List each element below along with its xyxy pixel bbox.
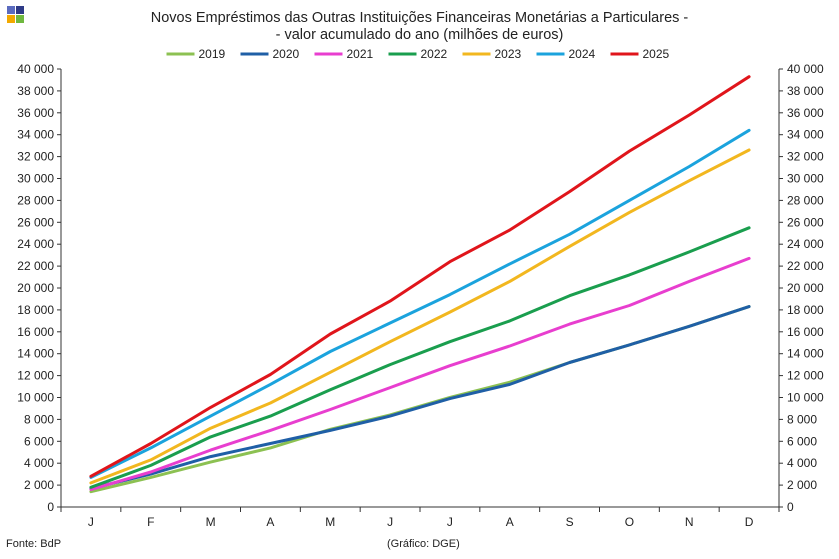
y-tick-label-right: 14 000 — [787, 347, 824, 361]
y-tick-label-right: 6 000 — [787, 434, 817, 448]
logo-icon — [7, 6, 24, 23]
legend-label-2021: 2021 — [347, 47, 374, 61]
y-tick-label-left: 34 000 — [17, 128, 54, 142]
y-tick-label-left: 4 000 — [24, 456, 54, 470]
y-tick-label-right: 32 000 — [787, 150, 824, 164]
series-line-2024 — [89, 128, 751, 479]
y-tick-label-right: 12 000 — [787, 369, 824, 383]
y-tick-label-right: 34 000 — [787, 128, 824, 142]
y-tick-label-left: 16 000 — [17, 325, 54, 339]
x-tick-label: S — [566, 515, 574, 529]
source-note: Fonte: BdP — [6, 538, 62, 550]
y-tick-label-left: 18 000 — [17, 303, 54, 317]
y-tick-label-left: 36 000 — [17, 106, 54, 120]
x-tick-label: M — [206, 515, 216, 529]
logo-square-bottom-left — [7, 15, 15, 23]
legend-label-2025: 2025 — [643, 47, 670, 61]
y-tick-label-left: 32 000 — [17, 150, 54, 164]
y-tick-label-right: 36 000 — [787, 106, 824, 120]
legend-label-2020: 2020 — [273, 47, 300, 61]
x-tick-label: J — [387, 515, 393, 529]
y-tick-label-left: 30 000 — [17, 172, 54, 186]
x-tick-label: J — [88, 515, 94, 529]
y-tick-label-right: 40 000 — [787, 62, 824, 76]
series-line-2025 — [89, 75, 751, 478]
x-tick-label: F — [147, 515, 154, 529]
y-tick-label-right: 28 000 — [787, 193, 824, 207]
chart-title-line-1: Novos Empréstimos das Outras Instituiçõe… — [150, 10, 689, 26]
y-tick-label-left: 22 000 — [17, 259, 54, 273]
y-tick-label-left: 10 000 — [17, 391, 54, 405]
y-tick-label-right: 8 000 — [787, 412, 817, 426]
y-tick-label-left: 14 000 — [17, 347, 54, 361]
x-tick-label: A — [266, 515, 274, 529]
y-tick-label-left: 40 000 — [17, 62, 54, 76]
series-line-2022 — [89, 226, 751, 489]
series-line-2020 — [89, 305, 751, 490]
logo-square-top-right — [16, 6, 24, 14]
logo-square-bottom-right — [16, 15, 24, 23]
y-tick-label-left: 38 000 — [17, 84, 54, 98]
y-tick-label-left: 20 000 — [17, 281, 54, 295]
y-tick-label-right: 24 000 — [787, 237, 824, 251]
x-tick-label: O — [625, 515, 634, 529]
chart-title-line-2: - valor acumulado do ano (milhões de eur… — [275, 27, 564, 43]
y-tick-label-left: 6 000 — [24, 434, 54, 448]
y-tick-label-right: 18 000 — [787, 303, 824, 317]
chart-credit: (Gráfico: DGE) — [387, 538, 460, 550]
y-tick-label-right: 38 000 — [787, 84, 824, 98]
y-tick-label-left: 26 000 — [17, 215, 54, 229]
legend-label-2019: 2019 — [199, 47, 226, 61]
y-tick-label-right: 0 — [787, 500, 794, 514]
y-tick-label-right: 4 000 — [787, 456, 817, 470]
y-tick-label-left: 2 000 — [24, 478, 54, 492]
y-tick-label-left: 8 000 — [24, 412, 54, 426]
y-tick-label-right: 20 000 — [787, 281, 824, 295]
x-tick-label: N — [685, 515, 694, 529]
legend-label-2023: 2023 — [495, 47, 522, 61]
series-line-2021 — [89, 256, 751, 491]
y-tick-label-right: 30 000 — [787, 172, 824, 186]
y-tick-label-right: 26 000 — [787, 215, 824, 229]
x-tick-label: J — [447, 515, 453, 529]
legend-label-2024: 2024 — [569, 47, 596, 61]
x-tick-label: D — [745, 515, 754, 529]
y-tick-label-left: 28 000 — [17, 193, 54, 207]
x-tick-label: M — [325, 515, 335, 529]
y-tick-label-left: 0 — [47, 500, 54, 514]
y-tick-label-right: 2 000 — [787, 478, 817, 492]
logo-square-top-left — [7, 6, 15, 14]
y-tick-label-right: 10 000 — [787, 391, 824, 405]
y-tick-label-right: 16 000 — [787, 325, 824, 339]
y-tick-label-left: 12 000 — [17, 369, 54, 383]
x-tick-label: A — [506, 515, 514, 529]
y-tick-label-left: 24 000 — [17, 237, 54, 251]
y-tick-label-right: 22 000 — [787, 259, 824, 273]
series-line-2023 — [89, 148, 751, 485]
legend-label-2022: 2022 — [421, 47, 448, 61]
